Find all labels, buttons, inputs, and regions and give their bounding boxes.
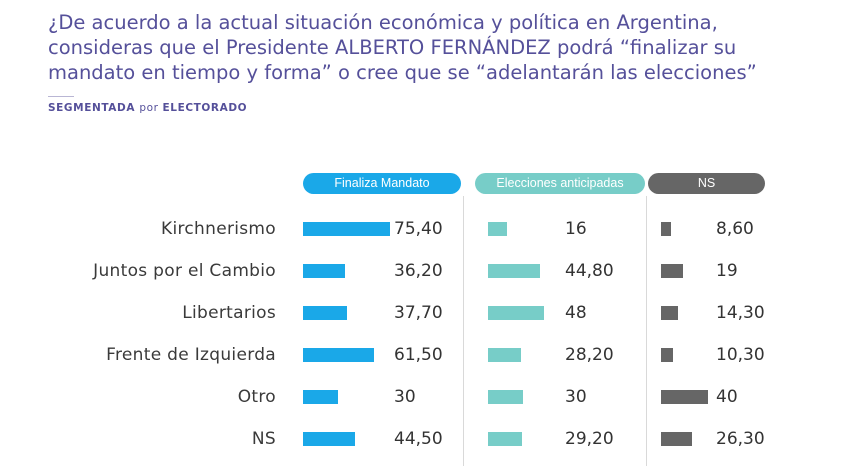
value-label: 16	[565, 219, 587, 239]
bar-2	[488, 390, 523, 404]
value-label: 36,20	[394, 261, 443, 281]
value-label: 44,50	[394, 429, 443, 449]
chart-title: ¿De acuerdo a la actual situación económ…	[48, 11, 757, 84]
legend-pill-2: Elecciones anticipadas	[475, 173, 645, 194]
bar-3	[661, 348, 673, 362]
bar-3	[661, 390, 708, 404]
value-label: 44,80	[565, 261, 614, 281]
row-label: Otro	[237, 387, 276, 407]
value-label: 28,20	[565, 345, 614, 365]
bar-2	[488, 432, 522, 446]
bar-3	[661, 306, 678, 320]
value-label: 48	[565, 303, 587, 323]
row-label: Juntos por el Cambio	[93, 261, 276, 281]
column-divider-1	[463, 196, 464, 466]
bar-2	[488, 348, 521, 362]
bar-3	[661, 222, 671, 236]
value-label: 30	[565, 387, 587, 407]
row-label: NS	[251, 429, 276, 449]
value-label: 26,30	[716, 429, 765, 449]
bar-1	[303, 222, 390, 236]
legend-pill-3: NS	[648, 173, 765, 194]
column-divider-2	[646, 196, 647, 466]
value-label: 30	[394, 387, 416, 407]
value-label: 40	[716, 387, 738, 407]
value-label: 61,50	[394, 345, 443, 365]
bar-1	[303, 348, 374, 362]
bar-2	[488, 264, 540, 278]
value-label: 75,40	[394, 219, 443, 239]
bar-3	[661, 264, 683, 278]
value-label: 19	[716, 261, 738, 281]
bar-1	[303, 432, 355, 446]
bar-2	[488, 222, 507, 236]
subtitle-electorado: ELECTORADO	[162, 102, 248, 114]
bar-2	[488, 306, 544, 320]
subtitle-segmentada: SEGMENTADA	[48, 102, 140, 114]
row-label: Libertarios	[182, 303, 276, 323]
subtitle-por: por	[139, 102, 163, 114]
bar-1	[303, 306, 347, 320]
row-label: Frente de Izquierda	[106, 345, 276, 365]
value-label: 29,20	[565, 429, 614, 449]
bar-3	[661, 432, 692, 446]
bar-1	[303, 264, 345, 278]
value-label: 37,70	[394, 303, 443, 323]
bar-1	[303, 390, 338, 404]
value-label: 14,30	[716, 303, 765, 323]
title-rule	[48, 96, 74, 97]
value-label: 10,30	[716, 345, 765, 365]
row-label: Kirchnerismo	[161, 219, 276, 239]
legend-pill-1: Finaliza Mandato	[303, 173, 461, 194]
value-label: 8,60	[716, 219, 754, 239]
chart-subtitle: SEGMENTADA por ELECTORADO	[48, 102, 247, 114]
